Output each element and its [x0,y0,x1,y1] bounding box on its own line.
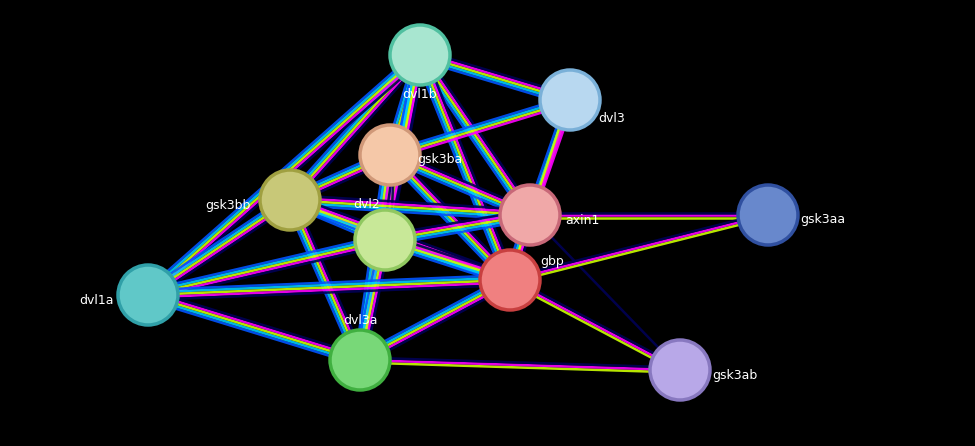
Text: dvl2: dvl2 [354,198,380,211]
Circle shape [540,70,600,130]
Text: axin1: axin1 [565,214,600,227]
Text: dvl1b: dvl1b [403,88,438,102]
Text: dvl3a: dvl3a [343,314,377,326]
Circle shape [260,170,320,230]
Circle shape [650,340,710,400]
Text: dvl3: dvl3 [599,112,625,124]
Circle shape [390,25,450,85]
Circle shape [738,185,798,245]
Text: gbp: gbp [540,256,564,268]
Text: gsk3bb: gsk3bb [206,198,251,211]
Text: gsk3ab: gsk3ab [713,368,758,381]
Circle shape [500,185,560,245]
Text: dvl1a: dvl1a [79,293,113,306]
Text: gsk3aa: gsk3aa [800,214,845,227]
Text: gsk3ba: gsk3ba [417,153,462,166]
Circle shape [118,265,178,325]
Circle shape [480,250,540,310]
Circle shape [360,125,420,185]
Circle shape [355,210,415,270]
Circle shape [330,330,390,390]
